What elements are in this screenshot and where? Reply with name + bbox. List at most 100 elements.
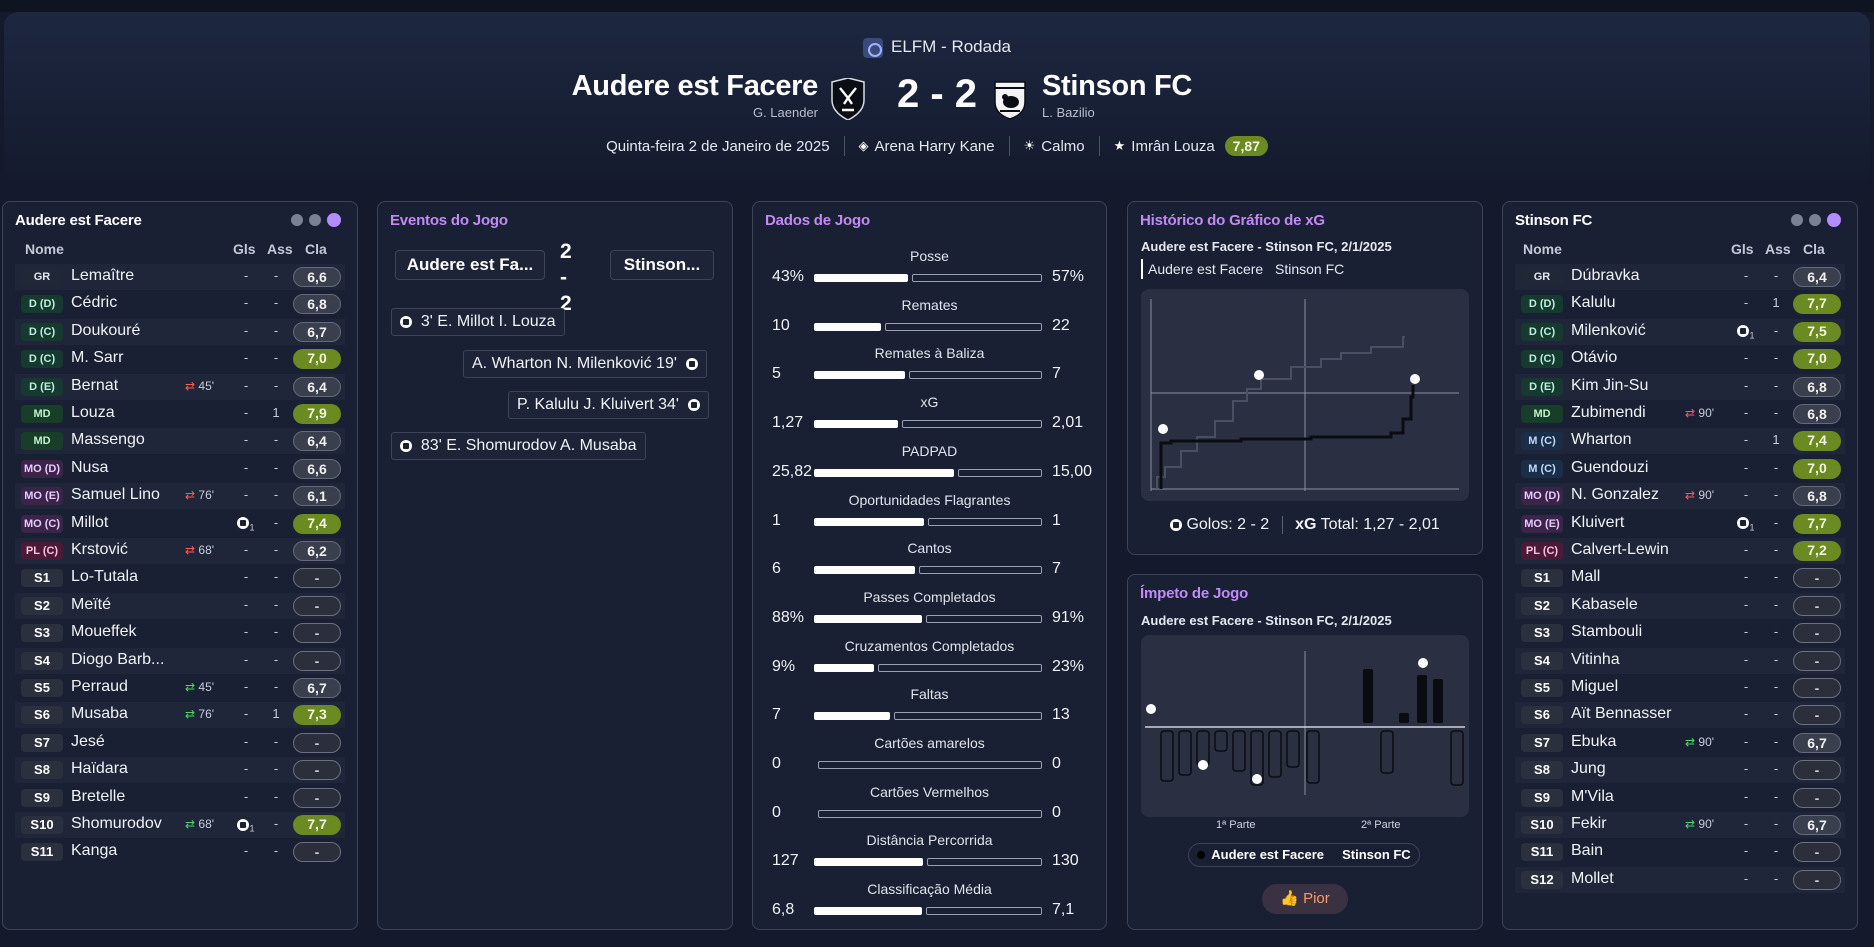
col-name[interactable]: Nome: [1523, 241, 1562, 257]
page-dot-active[interactable]: [327, 213, 341, 227]
player-row[interactable]: S9 M'Vila - - -: [1515, 785, 1845, 811]
player-name[interactable]: Kabasele: [1571, 595, 1638, 613]
away-team[interactable]: Stinson FC L. Bazilio: [1042, 70, 1192, 120]
events-away-tab[interactable]: Stinson...: [610, 250, 714, 280]
events-home-tab[interactable]: Audere est Fa...: [395, 250, 545, 280]
player-name[interactable]: M. Sarr: [71, 349, 124, 367]
player-name[interactable]: Milenković: [1571, 321, 1646, 339]
player-name[interactable]: Wharton: [1571, 431, 1632, 449]
player-name[interactable]: Otávio: [1571, 349, 1618, 367]
player-row[interactable]: S10 Shomurodov ⇄ 68' 1 -7,7: [15, 812, 345, 838]
player-name[interactable]: Louza: [71, 404, 115, 421]
player-name[interactable]: Calvert-Lewin: [1571, 541, 1669, 558]
player-row[interactable]: D (C) Milenković 1 -7,5: [1515, 318, 1845, 345]
player-name[interactable]: Musaba: [71, 705, 128, 723]
home-crest-icon[interactable]: [830, 78, 866, 120]
player-row[interactable]: S11 Bain - - -: [1515, 839, 1845, 865]
event-row[interactable]: A. Wharton N. Milenković 19': [463, 350, 707, 378]
col-goals[interactable]: Gls: [233, 241, 256, 257]
xg-legend-away[interactable]: Stinson FC: [1275, 261, 1345, 277]
motm-name[interactable]: Imrân Louza: [1131, 137, 1215, 155]
player-name[interactable]: Doukouré: [71, 321, 141, 339]
stadium-name[interactable]: Arena Harry Kane: [874, 137, 995, 155]
player-name[interactable]: M'Vila: [1571, 787, 1614, 805]
player-name[interactable]: Bernat: [71, 376, 119, 394]
player-row[interactable]: MO (E) Samuel Lino ⇄ 76' - -6,1: [15, 483, 345, 510]
player-row[interactable]: PL (C) Krstović ⇄ 68' - -6,2: [15, 538, 345, 564]
player-name[interactable]: Bretelle: [71, 787, 126, 805]
player-row[interactable]: D (D) Cédric - -6,8: [15, 291, 345, 317]
player-row[interactable]: S7 Ebuka ⇄ 90' - -6,7: [1515, 730, 1845, 756]
player-row[interactable]: MD Massengo - -6,4: [15, 428, 345, 455]
player-name[interactable]: Kim Jin-Su: [1571, 376, 1649, 394]
player-row[interactable]: S2 Meïté - - -: [15, 592, 345, 619]
player-name[interactable]: Stambouli: [1571, 623, 1643, 641]
player-name[interactable]: Meïté: [71, 595, 112, 613]
player-row[interactable]: D (E) Kim Jin-Su - -6,8: [1515, 373, 1845, 400]
worse-button[interactable]: 👍 Pior: [1262, 884, 1348, 914]
xg-legend-home[interactable]: Audere est Facere: [1148, 261, 1264, 277]
player-row[interactable]: M (C) Guendouzi - -7,0: [1515, 456, 1845, 482]
page-dot[interactable]: [291, 214, 303, 226]
player-row[interactable]: S7 Jesé - - -: [15, 730, 345, 756]
player-row[interactable]: S4 Vitinha - - -: [1515, 647, 1845, 674]
player-name[interactable]: Cédric: [71, 294, 118, 312]
player-name[interactable]: N. Gonzalez: [1571, 486, 1660, 504]
player-row[interactable]: GR Lemaître - -6,6: [15, 264, 345, 290]
player-row[interactable]: MD Zubimendi ⇄ 90' - -6,8: [1515, 401, 1845, 427]
player-name[interactable]: Vitinha: [1571, 650, 1620, 668]
player-row[interactable]: S2 Kabasele - - -: [1515, 592, 1845, 619]
player-row[interactable]: D (E) Bernat ⇄ 45' - -6,4: [15, 373, 345, 400]
player-name[interactable]: Moueffek: [71, 623, 137, 641]
player-name[interactable]: Perraud: [71, 678, 128, 695]
player-row[interactable]: S4 Diogo Barb... - - -: [15, 647, 345, 674]
col-rating[interactable]: Cla: [305, 241, 327, 257]
player-name[interactable]: Haïdara: [71, 760, 128, 778]
col-assists[interactable]: Ass: [1765, 241, 1791, 257]
player-row[interactable]: GR Dúbravka - -6,4: [1515, 264, 1845, 290]
player-row[interactable]: S6 Musaba ⇄ 76' - 1 7,3: [15, 702, 345, 729]
page-dot[interactable]: [309, 214, 321, 226]
col-goals[interactable]: Gls: [1731, 241, 1754, 257]
player-row[interactable]: S12 Mollet - - -: [1515, 866, 1845, 893]
player-name[interactable]: Kalulu: [1571, 294, 1616, 312]
player-row[interactable]: D (C) Doukouré - -6,7: [15, 318, 345, 345]
player-row[interactable]: MO (D) Nusa - -6,6: [15, 456, 345, 482]
player-row[interactable]: S1 Mall - - -: [1515, 565, 1845, 591]
player-row[interactable]: S1 Lo-Tutala - - -: [15, 565, 345, 591]
player-name[interactable]: Krstović: [71, 541, 128, 558]
player-row[interactable]: S9 Bretelle - - -: [15, 785, 345, 811]
page-dot[interactable]: [1791, 214, 1803, 226]
player-name[interactable]: Kluivert: [1571, 513, 1625, 531]
player-name[interactable]: Zubimendi: [1571, 404, 1646, 421]
away-crest-icon[interactable]: [992, 78, 1028, 120]
momentum-legend-home[interactable]: Audere est Facere: [1211, 847, 1325, 862]
player-row[interactable]: S8 Haïdara - - -: [15, 757, 345, 784]
player-name[interactable]: Nusa: [71, 458, 109, 476]
player-row[interactable]: S11 Kanga - - -: [15, 839, 345, 865]
player-name[interactable]: Jesé: [71, 732, 105, 750]
event-row[interactable]: 3' E. Millot I. Louza: [391, 308, 565, 336]
page-dot-active[interactable]: [1827, 213, 1841, 227]
home-team[interactable]: Audere est Facere G. Laender: [572, 70, 819, 120]
player-row[interactable]: S5 Perraud ⇄ 45' - -6,7: [15, 675, 345, 701]
player-name[interactable]: Millot: [71, 513, 109, 531]
player-name[interactable]: Guendouzi: [1571, 458, 1649, 476]
player-name[interactable]: Samuel Lino: [71, 486, 160, 504]
player-name[interactable]: Mollet: [1571, 869, 1614, 887]
player-row[interactable]: D (D) Kalulu - 1 7,7: [1515, 291, 1845, 317]
player-row[interactable]: S6 Aït Bennasser - - -: [1515, 702, 1845, 729]
player-row[interactable]: MO (D) N. Gonzalez ⇄ 90' - -6,8: [1515, 483, 1845, 510]
col-assists[interactable]: Ass: [267, 241, 293, 257]
event-row[interactable]: 83' E. Shomurodov A. Musaba: [391, 432, 646, 460]
player-row[interactable]: MO (C) Millot 1 -7,4: [15, 511, 345, 537]
player-name[interactable]: Ebuka: [1571, 732, 1617, 750]
away-manager[interactable]: L. Bazilio: [1042, 105, 1095, 120]
player-row[interactable]: PL (C) Calvert-Lewin - -7,2: [1515, 538, 1845, 564]
player-row[interactable]: S8 Jung - - -: [1515, 757, 1845, 784]
competition-label[interactable]: ELFM - Rodada: [0, 37, 1874, 58]
player-row[interactable]: MD Louza - 1 7,9: [15, 401, 345, 427]
away-team-name[interactable]: Stinson FC: [1042, 70, 1193, 102]
player-row[interactable]: D (C) M. Sarr - -7,0: [15, 346, 345, 372]
player-row[interactable]: D (C) Otávio - -7,0: [1515, 346, 1845, 372]
